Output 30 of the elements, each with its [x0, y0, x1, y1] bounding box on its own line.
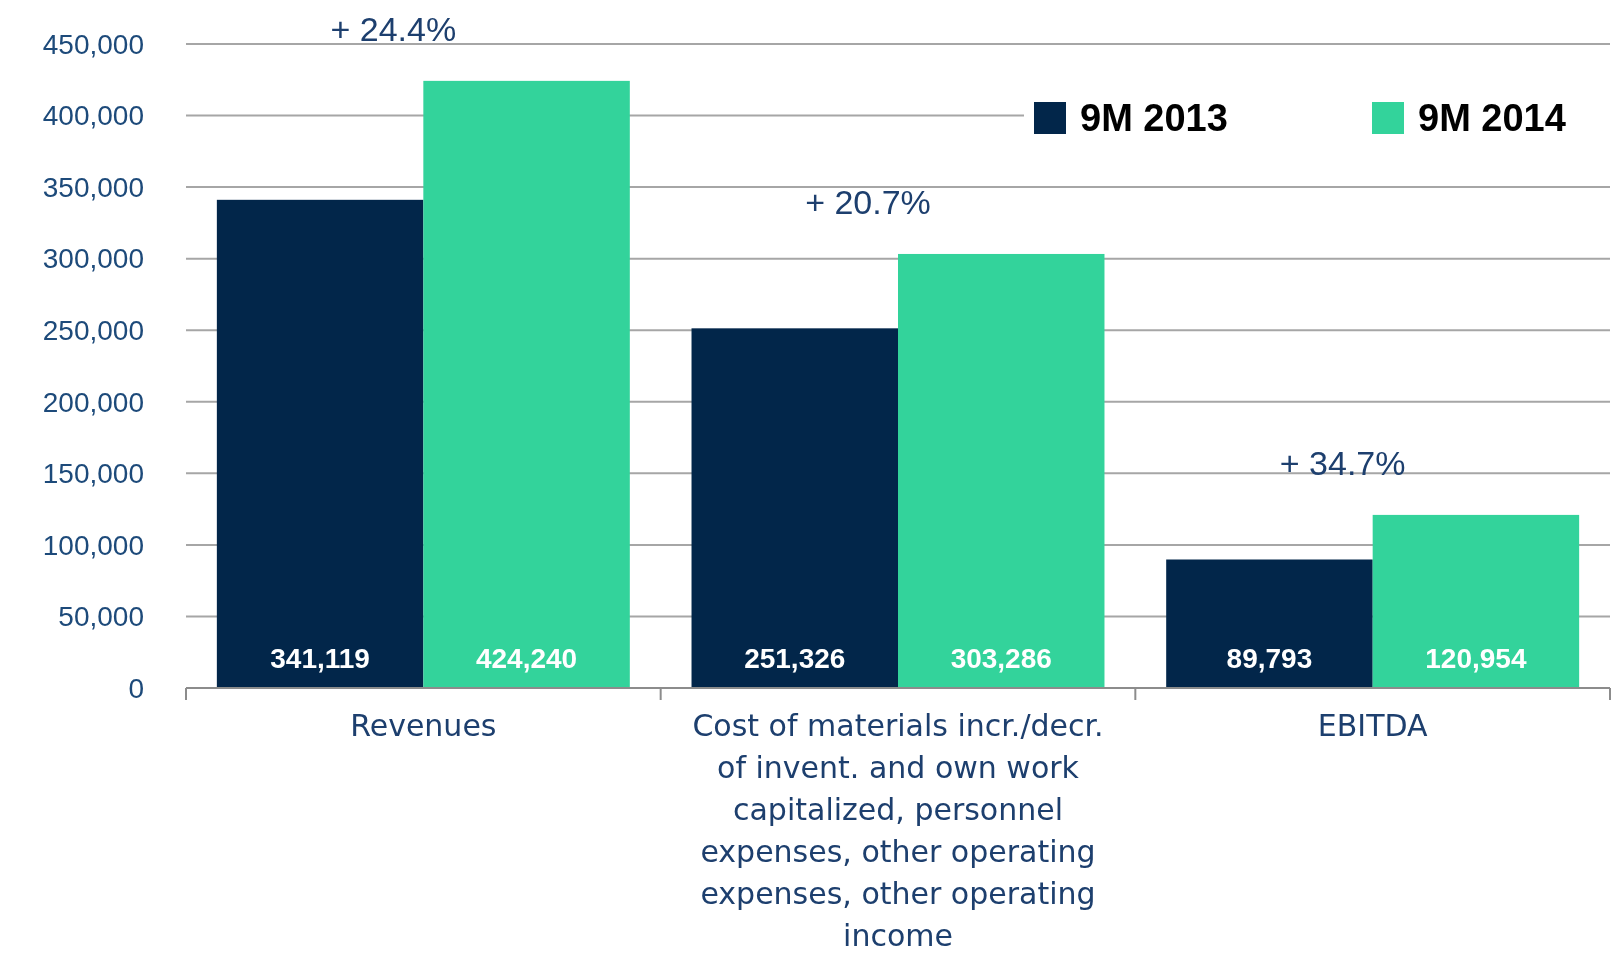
y-tick-label: 0 — [128, 672, 144, 704]
y-tick-label: 450,000 — [42, 28, 144, 60]
y-tick-label: 50,000 — [58, 601, 144, 633]
bar — [216, 199, 424, 688]
annotation: + 20.7% — [805, 182, 931, 221]
data-label: 251,326 — [744, 643, 846, 674]
y-tick-label: 350,000 — [42, 171, 144, 203]
data-label: 341,119 — [270, 643, 370, 674]
data-label: 303,286 — [950, 643, 1052, 674]
bar — [1372, 514, 1580, 688]
legend-label: 9M 2013 — [1080, 97, 1228, 140]
legend-label: 9M 2014 — [1418, 97, 1566, 140]
y-tick-label: 200,000 — [42, 386, 144, 418]
y-tick-label: 150,000 — [42, 458, 144, 490]
data-label: 120,954 — [1425, 643, 1527, 674]
y-tick-label: 100,000 — [42, 529, 144, 561]
annotation: + 24.4% — [330, 9, 457, 48]
x-tick-label: EBITDA — [1317, 708, 1429, 743]
y-tick-label: 250,000 — [42, 315, 144, 347]
bar — [898, 253, 1105, 688]
annotation: + 34.7% — [1279, 443, 1406, 482]
y-tick-label: 400,000 — [42, 100, 144, 132]
y-tick-label: 300,000 — [42, 243, 144, 275]
bar — [423, 80, 630, 688]
bar — [1166, 559, 1373, 688]
x-tick-label: Revenues — [350, 708, 497, 743]
x-tick-label: Cost of materials incr./decr. of invent. and own work capitalized, personnel expenses, other operating expenses, other operating income — [692, 708, 1104, 953]
data-label: 424,240 — [475, 643, 578, 674]
data-label: 89,793 — [1226, 643, 1313, 674]
bar — [691, 328, 898, 688]
